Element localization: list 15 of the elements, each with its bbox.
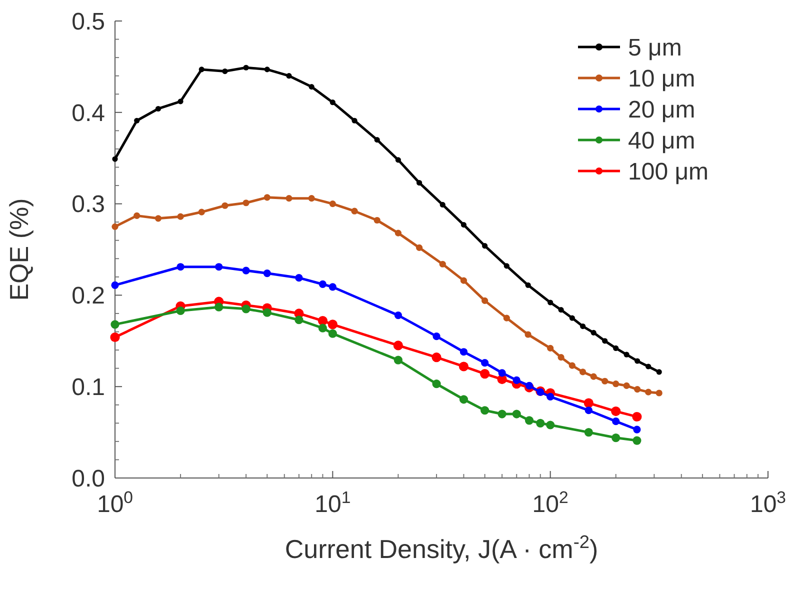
y-tick-label: 0.5 bbox=[72, 8, 105, 36]
y-tick-label: 0.2 bbox=[72, 282, 105, 310]
y-tick-label: 0.4 bbox=[72, 100, 105, 127]
y-axis-title: EQE (%) bbox=[4, 198, 34, 301]
x-tick-label: 10$^{1}$ bbox=[314, 488, 351, 518]
legend-label: 10 μm bbox=[628, 65, 696, 92]
y-tick-label: 0.3 bbox=[72, 191, 105, 218]
legend-label: 5 μm bbox=[628, 34, 682, 62]
x-tick-label: 10$^{2}$ bbox=[532, 488, 568, 518]
legend-label: 20 μm bbox=[628, 96, 696, 124]
x-axis-title: Current Density, J(A · cm$^{-2}$) bbox=[284, 532, 598, 564]
legend-label: 40 μm bbox=[628, 127, 696, 154]
y-tick-label: 0.1 bbox=[72, 374, 105, 401]
legend-label: 100 μm bbox=[628, 158, 709, 186]
x-tick-label: 10$^{3}$ bbox=[750, 488, 786, 518]
